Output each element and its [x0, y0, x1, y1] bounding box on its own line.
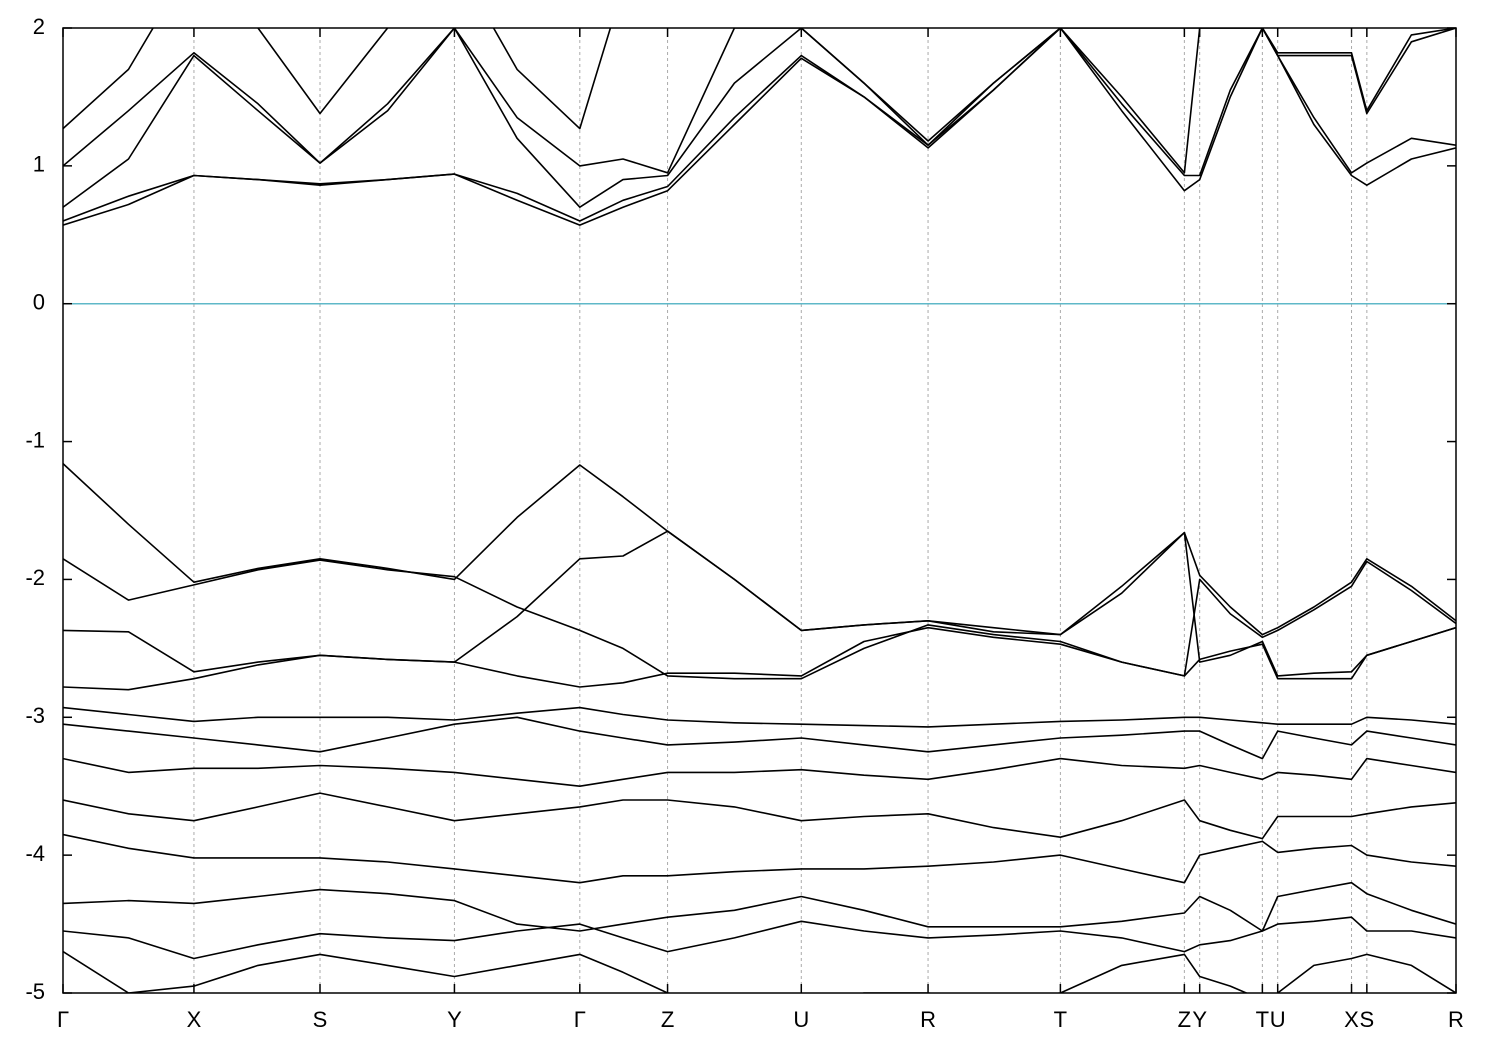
y-tick-label: -3	[25, 703, 45, 728]
band-line	[63, 28, 1456, 174]
y-tick-label: 2	[33, 14, 45, 39]
x-tick-label: Γ	[57, 1007, 69, 1032]
band-line	[63, 28, 1456, 208]
x-tick-label: S	[1360, 1007, 1375, 1032]
x-tick-label: R	[920, 1007, 936, 1032]
y-tick-label: -1	[25, 427, 45, 452]
band-line	[63, 916, 1456, 960]
plot-frame	[62, 27, 1457, 994]
y-tick-label: -5	[25, 979, 45, 1004]
x-tick-label: Y	[447, 1007, 462, 1032]
band-line	[63, 463, 1456, 636]
band-line	[63, 881, 1456, 932]
band-line	[63, 558, 1456, 680]
x-tick-label: X	[187, 1007, 202, 1032]
band-line	[63, 950, 1456, 993]
band-line	[63, 716, 1456, 760]
x-tick-label: U	[1270, 1007, 1286, 1032]
band-line	[63, 530, 1456, 677]
grid	[62, 28, 1457, 993]
x-tick-label: T	[1054, 1007, 1067, 1032]
y-tick-label: 1	[33, 152, 45, 177]
band-line	[63, 28, 612, 130]
x-tick-label: Y	[1192, 1007, 1207, 1032]
band-line	[63, 757, 1456, 787]
x-tick-label: U	[793, 1007, 809, 1032]
x-tick-label: T	[1256, 1007, 1269, 1032]
y-tick-label: -4	[25, 841, 45, 866]
band-line	[63, 706, 1456, 728]
band-line	[63, 28, 1456, 222]
x-tick-label: R	[1448, 1007, 1464, 1032]
x-tick-label: Z	[1178, 1007, 1191, 1032]
band-line	[63, 626, 1456, 691]
x-tick-label: Γ	[574, 1007, 586, 1032]
band-line	[63, 792, 1456, 840]
x-tick-label: X	[1344, 1007, 1359, 1032]
x-tick-label: Z	[661, 1007, 674, 1032]
band-line	[63, 833, 1456, 884]
y-tick-label: -2	[25, 565, 45, 590]
x-tick-label: S	[313, 1007, 328, 1032]
bands	[63, 28, 1456, 993]
y-tick-label: 0	[33, 290, 45, 315]
